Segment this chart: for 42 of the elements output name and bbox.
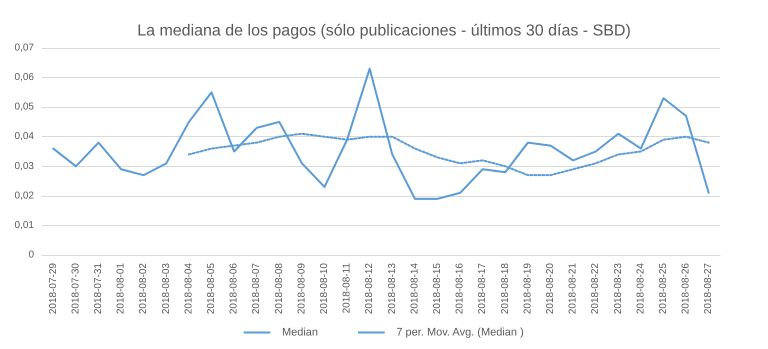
x-tick-label: 2018-08-16 [454,262,466,314]
y-tick-label: 0,02 [14,190,34,202]
legend-label: Median [282,326,318,338]
x-tick-label: 2018-08-05 [206,262,217,314]
x-tick-label: 2018-08-13 [386,262,398,314]
x-tick-label: 2018-08-08 [274,262,285,314]
x-tick-label: 2018-08-12 [364,262,376,314]
y-tick-label: 0,07 [14,42,34,54]
x-tick-label: 2018-08-27 [703,262,714,314]
x-tick-label: 2018-08-23 [612,262,624,314]
x-tick-label: 2018-08-26 [680,262,692,314]
x-tick-label: 2018-08-03 [160,262,172,314]
x-tick-label: 2018-08-04 [183,262,194,314]
y-tick-label: 0,01 [14,220,34,231]
x-tick-label: 2018-08-21 [568,262,579,314]
x-tick-label: 2018-08-06 [228,262,240,314]
x-tick-label: 2018-08-09 [296,262,308,314]
line-series [52,68,710,200]
x-tick-label: 2018-08-19 [522,262,534,314]
x-tick-label: 2018-08-17 [477,262,488,314]
chart-title: La mediana de los pagos (sólo publicaciones - últimos 30 días - SBD) [137,22,631,40]
x-tick-label: 2018-08-22 [590,262,602,314]
legend-label: 7 per. Mov. Avg. (Median ) [396,326,524,338]
x-tick-label: 2018-08-15 [432,262,443,314]
x-tick-label: 2018-08-07 [251,262,262,314]
x-tick-label: 2018-08-02 [138,262,150,314]
y-tick-label: 0,05 [14,102,34,113]
x-tick-label: 2018-08-01 [116,262,127,314]
x-tick-label: 2018-07-30 [70,262,82,314]
y-tick-label: 0,06 [14,72,34,84]
y-tick-label: 0 [28,250,34,260]
x-tick-label: 2018-07-31 [93,262,104,314]
x-tick-label: 2018-08-14 [409,262,420,314]
y-tick-label: 0,04 [14,131,34,142]
y-tick-label: 0,03 [14,160,34,172]
x-tick-label: 2018-08-20 [545,262,556,314]
x-tick-label: 2018-08-10 [319,262,330,314]
x-tick-label: 2018-08-18 [500,262,511,314]
x-tick-label: 2018-07-29 [48,262,59,314]
x-tick-label: 2018-08-11 [342,262,353,314]
x-tick-label: 2018-08-24 [635,262,646,314]
x-tick-label: 2018-08-25 [658,262,669,314]
